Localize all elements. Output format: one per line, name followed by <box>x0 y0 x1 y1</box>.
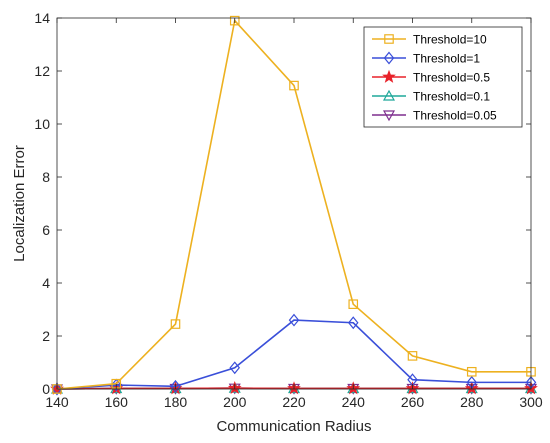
ticks-layer: 140 160 180 200 220 240 260 280 300 0 2 4 6 8 10 12 14 <box>34 10 542 410</box>
legend: Threshold=10 Threshold=1 Threshold=0.5 Thre… <box>363 26 523 128</box>
x-tick-label-3: 200 <box>223 394 247 410</box>
legend-entry-2: Threshold=0.5 <box>372 69 490 85</box>
data-point-0-7 <box>466 366 477 377</box>
x-axis-label: Communication Radius <box>216 418 371 435</box>
x-tick-label-4: 220 <box>282 394 306 410</box>
data-point-0-6 <box>407 351 418 361</box>
legend-marker-4 <box>382 110 396 122</box>
data-point-0-2 <box>170 319 181 329</box>
legend-entry-0: Threshold=10 <box>372 33 487 47</box>
y-tick-label-6: 12 <box>34 63 50 79</box>
data-point-1-4 <box>288 313 300 327</box>
data-point-1-2 <box>170 379 181 393</box>
legend-marker-1 <box>383 51 395 65</box>
legend-label-2: Threshold=0.5 <box>413 71 490 85</box>
legend-label-3: Threshold=0.1 <box>413 90 490 104</box>
legend-marker-2 <box>382 69 396 83</box>
data-point-1-3 <box>229 361 241 375</box>
legend-marker-3 <box>382 89 396 101</box>
x-tick-label-1: 160 <box>105 394 129 410</box>
x-tick-label-7: 280 <box>460 394 484 410</box>
x-tick-label-5: 240 <box>342 394 366 410</box>
data-point-1-5 <box>347 316 359 330</box>
series-line-1 <box>56 319 531 390</box>
y-tick-label-1: 2 <box>42 328 50 344</box>
legend-label-1: Threshold=1 <box>413 52 480 66</box>
data-point-1-0 <box>51 382 63 396</box>
legend-entry-3: Threshold=0.1 <box>372 90 490 104</box>
y-tick-label-0: 0 <box>42 381 50 397</box>
x-tick-label-6: 260 <box>401 394 425 410</box>
y-tick-label-2: 4 <box>42 275 50 291</box>
legend-entry-1: Threshold=1 <box>372 52 480 66</box>
legend-label-4: Threshold=0.05 <box>413 109 497 123</box>
legend-marker-0 <box>384 34 394 44</box>
legend-entry-4: Threshold=0.05 <box>372 109 497 123</box>
data-point-0-5 <box>348 299 359 309</box>
y-tick-label-3: 6 <box>42 222 50 238</box>
x-tick-label-0: 140 <box>45 394 69 410</box>
data-point-0-3 <box>229 15 240 26</box>
y-tick-label-7: 14 <box>34 10 50 26</box>
series-line-0 <box>56 18 531 390</box>
legend-label-0: Threshold=10 <box>413 33 487 47</box>
data-point-0-4 <box>289 80 299 91</box>
x-tick-label-8: 300 <box>519 394 543 410</box>
x-tick-label-2: 180 <box>164 394 188 410</box>
y-axis-label: Localization Error <box>11 145 28 262</box>
y-tick-label-5: 10 <box>34 116 50 132</box>
y-tick-label-4: 8 <box>42 169 50 185</box>
